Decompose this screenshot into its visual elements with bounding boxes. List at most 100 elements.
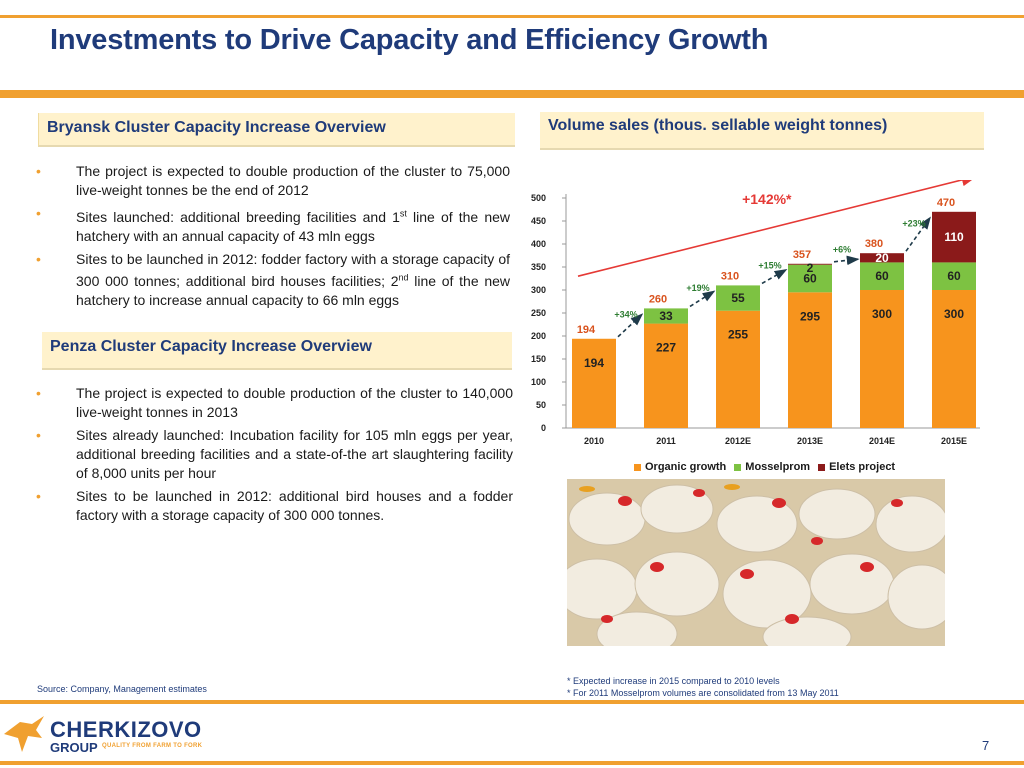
ordinal-suffix: nd <box>398 272 409 283</box>
bar-segment-elets <box>932 211 976 263</box>
bryansk-panel-heading: Bryansk Cluster Capacity Increase Overvi… <box>38 113 515 147</box>
ordinal-suffix: st <box>399 208 407 218</box>
y-tick-label: 350 <box>531 262 546 272</box>
y-tick-label: 500 <box>531 193 546 203</box>
legend-swatch-mosselprom <box>734 463 742 471</box>
bar-value-label: 194 <box>584 356 604 370</box>
bottom-accent-line-2 <box>0 761 1024 765</box>
chart-footnotes: * Expected increase in 2015 compared to … <box>567 675 839 699</box>
growth-arrow <box>689 290 716 308</box>
chickens-image <box>567 479 945 646</box>
legend-swatch-elets <box>818 463 826 471</box>
penza-bullet-list: • The project is expected to double produ… <box>36 384 513 529</box>
bar-value-label: 33 <box>659 309 673 323</box>
bar-segment-elets <box>788 263 832 265</box>
overall-growth-label: +142%* <box>742 191 792 207</box>
bryansk-bullet-1: The project is expected to double produc… <box>76 163 510 198</box>
total-label: 357 <box>793 249 811 261</box>
bar-segment-organic <box>572 338 616 428</box>
bar-value-label: 300 <box>872 307 892 321</box>
list-item: • Sites already launched: Incubation faci… <box>36 426 513 483</box>
page-title: Investments to Drive Capacity and Effici… <box>50 24 769 56</box>
legend-item: Organic growth <box>634 461 726 473</box>
legend-swatch-organic <box>634 463 641 471</box>
overall-trend-arrow <box>577 180 978 277</box>
bullet-icon: • <box>36 163 41 179</box>
list-item: • Sites launched: additional breeding fac… <box>36 204 510 246</box>
bryansk-heading-text: Bryansk Cluster Capacity Increase Overvi… <box>47 119 386 136</box>
x-tick-label: 2014E <box>869 436 895 446</box>
growth-label: +34% <box>614 310 637 320</box>
bullet-icon: • <box>36 385 41 401</box>
footnote-2: * For 2011 Mosselprom volumes are consol… <box>567 688 839 698</box>
bar-segment-organic <box>644 323 688 428</box>
bullet-icon: • <box>36 205 41 221</box>
bar-value-label: 55 <box>731 291 745 305</box>
bar-segment-mosselprom <box>644 308 688 324</box>
total-label: 310 <box>721 270 739 282</box>
bottom-accent-line <box>0 700 1024 704</box>
chart-legend: Organic growth Mosselprom Elets project <box>634 461 895 473</box>
total-label: 380 <box>865 238 883 250</box>
bar-value-label: 110 <box>944 230 964 244</box>
total-label: 194 <box>577 324 596 336</box>
bar-segment-organic <box>788 292 832 428</box>
growth-label: +23% <box>902 219 925 229</box>
bar-value-label: 20 <box>875 251 889 265</box>
bullet-icon: • <box>36 250 41 267</box>
x-tick-label: 2013E <box>797 436 823 446</box>
list-item: • The project is expected to double produ… <box>36 384 513 422</box>
legend-item: Mosselprom <box>734 461 810 473</box>
logo-slogan: QUALITY FROM FARM TO FORK <box>102 743 203 749</box>
bar-segment-mosselprom <box>716 285 760 311</box>
penza-bullet-3: Sites to be launched in 2012: additional… <box>76 488 513 523</box>
bullet-icon: • <box>36 427 41 443</box>
page-number: 7 <box>982 738 990 753</box>
bar-value-label: 60 <box>875 269 889 283</box>
bar-segment-mosselprom <box>860 262 904 290</box>
growth-arrow <box>617 313 644 338</box>
bar-value-label: 295 <box>800 309 820 323</box>
volume-heading-text: Volume sales (thous. sellable weight ton… <box>548 117 888 134</box>
volume-panel-heading: Volume sales (thous. sellable weight ton… <box>540 112 984 150</box>
bar-segment-mosselprom <box>932 262 976 290</box>
y-tick-label: 400 <box>531 239 546 249</box>
y-tick-label: 250 <box>531 308 546 318</box>
x-tick-label: 2010 <box>584 436 604 446</box>
y-tick-label: 300 <box>531 285 546 295</box>
bar-segment-elets <box>860 253 904 263</box>
x-tick-label: 2015E <box>941 436 967 446</box>
bar-segment-organic <box>716 310 760 428</box>
y-tick-label: 50 <box>536 400 546 410</box>
y-tick-label: 150 <box>531 354 546 364</box>
bar-segment-organic <box>860 290 904 428</box>
cherkizovo-logo: CHERKIZOVO GROUP QUALITY FROM FARM TO FO… <box>2 710 222 756</box>
footnote-1: * Expected increase in 2015 compared to … <box>567 676 780 686</box>
bar-value-label: 2 <box>807 261 814 275</box>
legend-label-organic: Organic growth <box>645 461 727 473</box>
logo-group: GROUP <box>50 740 98 755</box>
bar-value-label: 60 <box>947 269 961 283</box>
list-item: • Sites to be launched in 2012: fodder fa… <box>36 250 510 311</box>
bullet-icon: • <box>36 488 41 504</box>
total-label: 260 <box>649 293 667 305</box>
list-item: • The project is expected to double produ… <box>36 162 510 200</box>
logo-name: CHERKIZOVO <box>50 717 202 742</box>
source-note: Source: Company, Management estimates <box>37 684 207 694</box>
x-tick-label: 2012E <box>725 436 751 446</box>
legend-item: Elets project <box>818 461 895 473</box>
total-label: 470 <box>937 197 955 209</box>
penza-bullet-2: Sites already launched: Incubation facil… <box>76 427 513 481</box>
title-underline <box>0 90 1024 98</box>
bar-segment-organic <box>932 290 976 428</box>
growth-arrow <box>761 268 788 285</box>
bryansk-bullet-list: • The project is expected to double produ… <box>36 162 510 314</box>
y-tick-label: 200 <box>531 331 546 341</box>
bar-value-label: 60 <box>803 272 817 286</box>
growth-label: +19% <box>686 283 709 293</box>
top-accent-line <box>0 15 1024 18</box>
list-item: • Sites to be launched in 2012: additiona… <box>36 487 513 525</box>
bar-segment-mosselprom <box>788 264 832 293</box>
bryansk-bullet-3: Sites to be launched in 2012: fodder fac… <box>76 250 511 309</box>
y-tick-label: 100 <box>531 377 546 387</box>
